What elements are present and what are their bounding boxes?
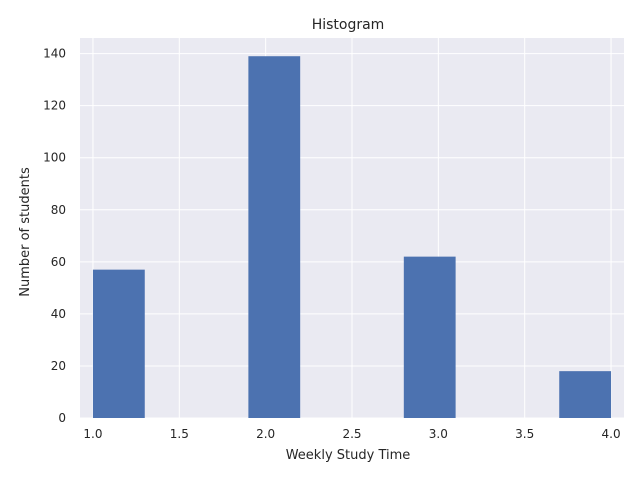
y-tick-labels: 0 20 40 60 80 100 120 140 — [43, 47, 66, 425]
x-tick-label: 3.5 — [515, 427, 534, 441]
x-tick-labels: 1.0 1.5 2.0 2.5 3.0 3.5 4.0 — [83, 427, 620, 441]
x-tick-label: 3.0 — [429, 427, 448, 441]
y-gridlines — [80, 53, 624, 419]
bars — [92, 56, 612, 418]
y-tick-label: 40 — [51, 307, 66, 321]
y-tick-label: 100 — [43, 151, 66, 165]
y-axis-label: Number of students — [18, 167, 33, 297]
y-tick-label: 0 — [58, 411, 66, 425]
x-tick-label: 1.0 — [83, 427, 102, 441]
x-axis-label: Weekly Study Time — [286, 448, 411, 463]
x-tick-label: 2.0 — [256, 427, 275, 441]
y-tick-label: 80 — [51, 203, 66, 217]
y-tick-label: 20 — [51, 359, 66, 373]
histogram-bar — [248, 56, 301, 418]
y-tick-label: 140 — [43, 47, 66, 61]
y-tick-label: 60 — [51, 255, 66, 269]
x-tick-label: 1.5 — [170, 427, 189, 441]
chart-title: Histogram — [312, 17, 385, 33]
x-tick-label: 2.5 — [342, 427, 361, 441]
histogram-bar — [559, 371, 612, 418]
y-tick-label: 120 — [43, 99, 66, 113]
histogram-bar — [92, 269, 145, 418]
x-tick-label: 4.0 — [602, 427, 621, 441]
histogram-bar — [403, 256, 456, 418]
